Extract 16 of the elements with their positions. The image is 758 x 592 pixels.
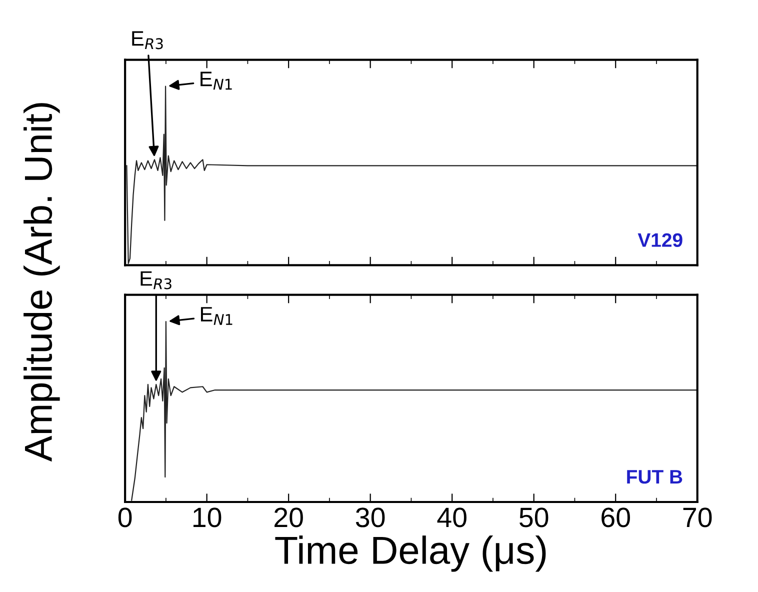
annotation: V129 bbox=[638, 233, 682, 247]
annotation: E$_{R3}$ bbox=[140, 271, 172, 290]
x-tick-label: 60 bbox=[602, 508, 630, 528]
annotation: E$_{R3}$ bbox=[132, 31, 163, 50]
x-tick-label: 30 bbox=[356, 508, 385, 528]
y-axis-title: Amplitude (Arb. Unit) bbox=[24, 103, 60, 462]
x-tick-label: 20 bbox=[274, 508, 303, 528]
annotation: E$_{N1}$ bbox=[200, 72, 232, 90]
x-tick-label: 50 bbox=[520, 508, 548, 528]
x-tick-label: 0 bbox=[118, 508, 132, 528]
x-tick-label: 40 bbox=[437, 508, 466, 528]
x-tick-label: 10 bbox=[193, 508, 222, 528]
x-tick-label: 70 bbox=[683, 508, 712, 528]
annotation: E$_{N1}$ bbox=[200, 307, 232, 325]
annotation: FUT B bbox=[627, 470, 682, 484]
x-axis-title: Time Delay (μs) bbox=[275, 536, 546, 572]
